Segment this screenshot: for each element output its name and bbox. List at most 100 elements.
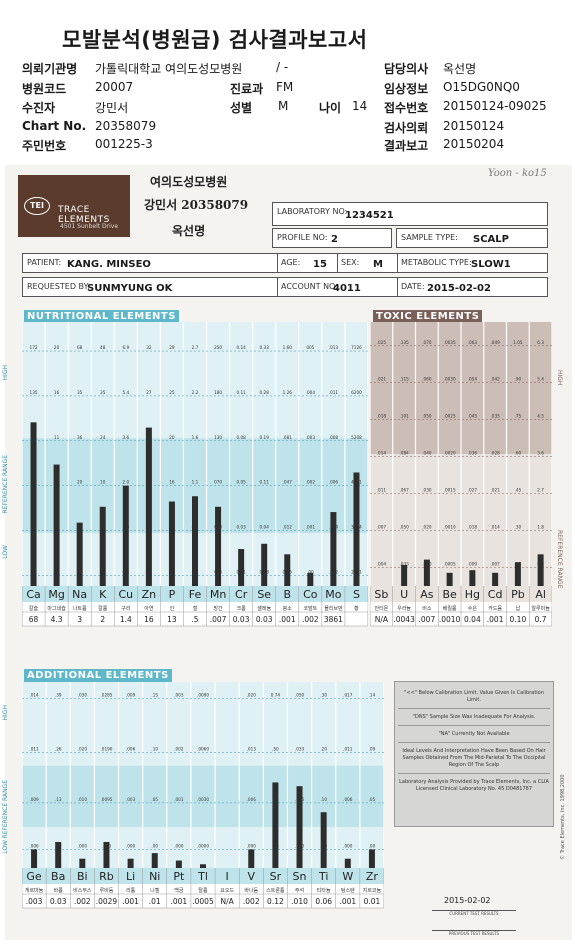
date-value: 2015-02-02 <box>427 283 491 294</box>
element-value: 2 <box>100 615 105 624</box>
scale-tick-label: .081 <box>283 435 293 440</box>
element-value: 0.03 <box>233 615 250 624</box>
scale-tick-label: .025 <box>377 340 387 345</box>
element-value: 13 <box>167 615 177 624</box>
element-value: .010 <box>291 897 308 906</box>
bar-p <box>168 501 175 586</box>
element-korean-name: 크롬 <box>237 606 247 612</box>
scale-tick-label: .0035 <box>444 340 456 345</box>
scale-tick-label: .014 <box>29 693 39 698</box>
element-symbol: Cu <box>118 588 133 601</box>
nutritional-chart-svg: 1721359760224201611731683536201394835241… <box>22 322 368 627</box>
scale-tick-label: .008 <box>329 435 339 440</box>
field-label: 결과보고 <box>384 139 429 153</box>
bar-ca <box>30 422 37 586</box>
add-high-label: HIGH <box>2 705 9 721</box>
field-value: 20150204 <box>443 137 505 151</box>
bar-mn <box>215 506 222 586</box>
scale-tick-label: .006 <box>329 480 339 485</box>
previous-caption: PREVIOUS TEST RESULTS <box>432 930 516 936</box>
scale-tick-label: .0030 <box>444 377 456 382</box>
bar-bi <box>79 858 86 868</box>
scale-tick-label: .009 <box>126 693 136 698</box>
element-korean-name: 인 <box>170 605 175 612</box>
scale-tick-label: .006 <box>29 843 39 848</box>
element-symbol: K <box>99 588 107 601</box>
element-value: .007 <box>419 615 436 624</box>
scale-tick-label: 3.6 <box>537 451 544 456</box>
element-value: .002 <box>243 897 260 906</box>
element-symbol: Be <box>442 588 457 601</box>
field-value: 강민서 <box>95 101 129 115</box>
bar-li <box>127 858 134 868</box>
element-korean-name: 몰리브덴 <box>324 605 343 612</box>
field-label: 의뢰기관명 <box>22 62 78 76</box>
scale-tick-label: .0060 <box>197 747 209 752</box>
scale-tick-label: 27 <box>146 390 152 395</box>
scale-tick-label: 180 <box>214 390 222 395</box>
element-value: .001 <box>487 615 504 624</box>
scale-tick-label: .012 <box>283 525 293 530</box>
element-symbol: Se <box>257 588 271 601</box>
scale-tick-label: .000 <box>78 843 88 848</box>
element-korean-name: 주석 <box>295 887 304 894</box>
scale-tick-label: .0030 <box>197 797 209 802</box>
scale-tick-label: .020 <box>78 747 88 752</box>
scale-tick-label: .070 <box>422 340 432 345</box>
scale-tick-label: .054 <box>468 377 478 382</box>
element-value: 0.03 <box>50 897 67 906</box>
element-symbol: Bi <box>77 870 88 883</box>
element-value: 0.01 <box>364 897 381 906</box>
scale-tick-label: .033 <box>295 747 305 752</box>
scale-tick-label: 135 <box>30 390 38 395</box>
scale-tick-label: .011 <box>377 488 387 493</box>
scale-tick-label: .000 <box>126 843 136 848</box>
field-value: 가톨릭대학교 여의도성모병원 <box>95 62 243 76</box>
field-label: 수진자 <box>22 101 56 115</box>
scale-tick-label: .09 <box>369 747 376 752</box>
element-symbol: I <box>226 870 229 883</box>
element-value: .001 <box>171 897 188 906</box>
bar-as <box>423 559 430 586</box>
element-value: 0.10 <box>510 615 527 624</box>
element-korean-name: 아연 <box>144 605 154 612</box>
scale-tick-label: .003 <box>174 693 184 698</box>
bar-rb <box>103 841 110 868</box>
scale-tick-label: 2.7 <box>192 345 199 350</box>
element-symbol: Al <box>535 588 546 601</box>
element-korean-name: 붕소 <box>283 606 293 612</box>
element-value: .01 <box>149 897 161 906</box>
scale-tick-label: .011 <box>343 747 353 752</box>
element-korean-name: 납 <box>516 605 521 612</box>
scale-tick-label: 172 <box>30 345 38 350</box>
element-korean-name: 탈륨 <box>198 887 208 894</box>
scale-tick-label: .027 <box>468 488 478 493</box>
scale-tick-label: 16 <box>169 480 175 485</box>
element-korean-name: 비소 <box>422 605 432 612</box>
field-value: O15DG0NQ0 <box>443 80 520 94</box>
scale-tick-label: 0.28 <box>260 390 270 395</box>
sample-type-value: SCALP <box>473 234 509 245</box>
bar-be <box>446 572 453 586</box>
scale-tick-label: .26 <box>55 747 62 752</box>
bar-ba <box>55 841 62 868</box>
field-value: M <box>278 99 289 113</box>
element-symbol: Rb <box>99 870 114 883</box>
scale-tick-label: .0190 <box>100 747 112 752</box>
scale-tick-label: 16 <box>54 390 60 395</box>
age-label: 나이 <box>319 101 342 115</box>
field-label: 주민번호 <box>22 139 67 153</box>
laboratory-no-box: LABORATORY NO: 1234521 <box>272 202 548 226</box>
scale-tick-label: 24 <box>100 435 106 440</box>
element-korean-name: 스트론튬 <box>266 888 285 894</box>
element-korean-name: 안티몬 <box>374 605 388 612</box>
element-value: .0029 <box>96 897 118 906</box>
element-value: 0.12 <box>267 897 284 906</box>
scale-tick-label: .004 <box>377 562 387 567</box>
element-symbol: Tl <box>197 870 208 883</box>
element-korean-name: 알루미늄 <box>531 605 550 612</box>
element-korean-name: 텅스텐 <box>341 887 355 894</box>
signature: Yoon - ko15 <box>488 168 547 179</box>
scale-tick-label: 0.08 <box>236 435 246 440</box>
element-symbol: Cr <box>235 588 248 601</box>
